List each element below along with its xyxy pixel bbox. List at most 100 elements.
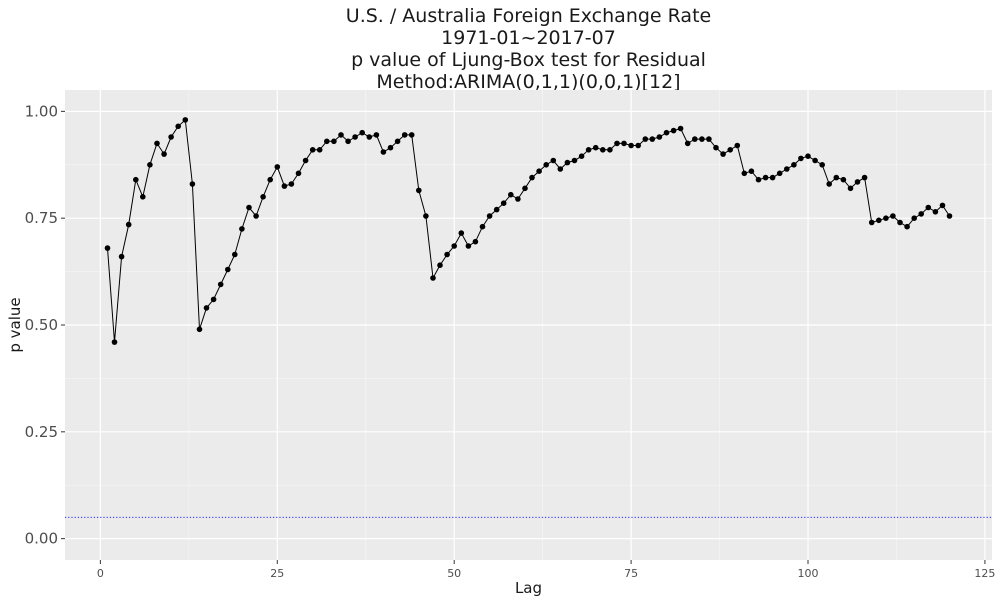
data-point — [819, 162, 825, 168]
data-point — [557, 166, 564, 172]
data-point — [210, 296, 217, 303]
data-point — [607, 147, 613, 153]
data-point — [225, 266, 231, 273]
data-point — [925, 204, 932, 211]
grid-major — [65, 90, 992, 560]
chart-title-line-2: 1971-01~2017-07 — [441, 27, 616, 49]
data-point — [161, 151, 167, 157]
y-tick-label: 0.50 — [25, 316, 58, 334]
x-tick-label: 0 — [97, 567, 104, 580]
data-point — [500, 200, 507, 206]
y-tick-label: 0.00 — [25, 530, 58, 548]
data-point — [791, 162, 797, 168]
data-point — [217, 281, 224, 288]
data-point — [401, 132, 408, 138]
x-tick-label: 75 — [624, 567, 638, 580]
data-point — [946, 213, 953, 219]
chart-title-line-1: U.S. / Australia Foreign Exchange Rate — [345, 5, 712, 27]
chart-title: U.S. / Australia Foreign Exchange Rate 1… — [65, 5, 992, 93]
data-point — [798, 155, 804, 162]
data-point — [585, 147, 592, 153]
data-point — [472, 238, 479, 245]
data-point — [387, 144, 394, 151]
data-point — [189, 181, 196, 187]
data-point — [316, 147, 323, 153]
data-point — [373, 132, 380, 138]
data-point — [861, 174, 868, 181]
data-point — [366, 134, 373, 140]
data-point — [479, 223, 486, 230]
data-point — [267, 176, 274, 183]
data-point — [493, 206, 500, 213]
data-point — [642, 136, 649, 142]
data-point — [741, 170, 748, 177]
data-point — [833, 174, 840, 181]
y-tick-label: 1.00 — [25, 102, 58, 120]
data-point — [755, 176, 762, 183]
data-point — [677, 125, 684, 132]
data-point — [154, 140, 160, 147]
data-point — [847, 185, 854, 192]
data-point — [430, 275, 436, 281]
data-point — [182, 117, 189, 123]
data-point — [515, 196, 521, 202]
data-point — [451, 243, 458, 249]
data-point — [324, 138, 330, 145]
data-point — [118, 253, 125, 260]
data-point — [840, 176, 847, 183]
data-point — [260, 194, 266, 200]
data-point — [564, 159, 571, 166]
data-point — [168, 134, 174, 140]
data-point — [713, 144, 719, 151]
data-point — [890, 213, 896, 219]
data-point — [140, 194, 146, 200]
data-point — [904, 223, 910, 230]
data-point — [281, 183, 288, 189]
data-point — [720, 151, 726, 157]
data-point — [684, 140, 691, 147]
data-point — [543, 162, 549, 168]
data-point — [670, 127, 677, 134]
data-point — [147, 162, 153, 168]
data-point — [522, 185, 528, 192]
data-point — [897, 219, 903, 226]
data-point — [805, 153, 811, 159]
data-point — [338, 132, 344, 138]
data-point — [826, 181, 832, 187]
data-point — [868, 219, 875, 226]
data-point — [911, 215, 917, 221]
data-point — [769, 174, 776, 181]
x-tick-label: 125 — [974, 567, 995, 580]
data-point — [203, 305, 210, 311]
data-point — [309, 147, 316, 153]
data-point — [465, 243, 472, 249]
data-point — [656, 134, 663, 140]
data-point — [939, 202, 946, 209]
x-axis: 0 25 50 75 100 125 — [97, 560, 995, 580]
x-tick-label: 100 — [798, 567, 819, 580]
chart-title-line-3: p value of Ljung-Box test for Residual — [351, 49, 706, 71]
data-point — [550, 157, 557, 164]
data-point — [812, 157, 818, 164]
data-point — [635, 142, 641, 149]
data-point — [274, 164, 281, 170]
data-point — [416, 187, 422, 194]
data-point — [423, 213, 429, 219]
data-point — [727, 147, 733, 153]
data-point — [125, 221, 132, 228]
data-point — [854, 179, 861, 185]
data-point — [918, 211, 924, 217]
data-point — [571, 157, 578, 164]
data-point — [614, 140, 620, 147]
data-point — [408, 132, 415, 138]
data-point — [776, 170, 783, 177]
series-layer — [104, 117, 953, 345]
data-point — [331, 138, 337, 145]
y-tick-label: 0.25 — [25, 423, 58, 441]
data-point — [592, 144, 599, 151]
data-point — [762, 174, 769, 181]
data-point — [529, 174, 535, 181]
data-point — [883, 215, 889, 221]
data-point — [706, 136, 712, 142]
